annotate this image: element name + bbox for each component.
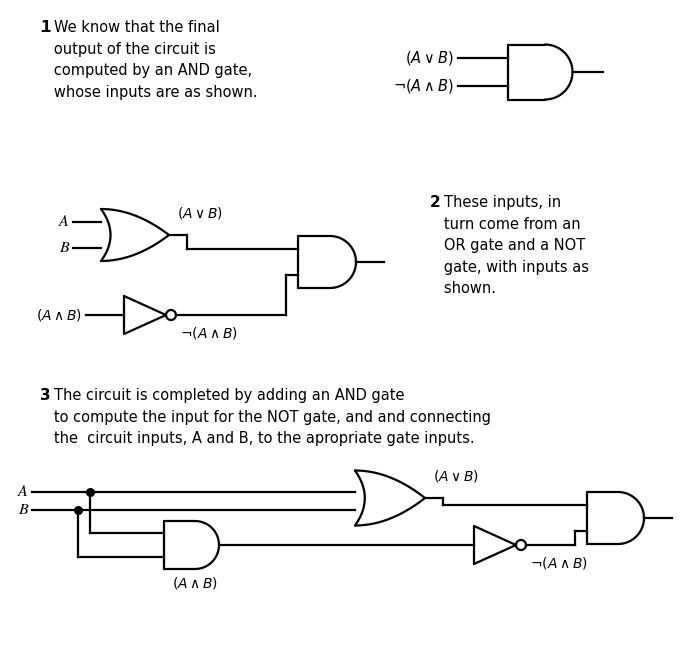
Text: A: A <box>59 215 69 229</box>
Text: .  These inputs, in
   turn come from an
   OR gate and a NOT
   gate, with inpu: . These inputs, in turn come from an OR … <box>430 195 589 297</box>
Text: $(A \vee B)$: $(A \vee B)$ <box>405 49 454 68</box>
Text: B: B <box>59 241 69 255</box>
Text: $(A \vee B)$: $(A \vee B)$ <box>433 468 479 484</box>
Text: $\neg (A \wedge B)$: $\neg (A \wedge B)$ <box>180 325 238 341</box>
Text: B: B <box>18 503 28 517</box>
Text: $(A \wedge B)$: $(A \wedge B)$ <box>172 575 218 591</box>
Text: A: A <box>18 485 28 499</box>
Text: 3: 3 <box>40 388 51 403</box>
Text: $(A \vee B)$: $(A \vee B)$ <box>177 205 223 221</box>
Text: $\neg (A \wedge B)$: $\neg (A \wedge B)$ <box>530 555 588 571</box>
Text: $(A \wedge B)$: $(A \wedge B)$ <box>36 307 82 323</box>
Text: $\neg (A \wedge B)$: $\neg (A \wedge B)$ <box>393 77 454 94</box>
Text: 1: 1 <box>40 20 51 35</box>
Text: 2: 2 <box>430 195 441 210</box>
Text: .  The circuit is completed by adding an AND gate
   to compute the input for th: . The circuit is completed by adding an … <box>40 388 491 446</box>
Text: .  We know that the final
   output of the circuit is
   computed by an AND gate: . We know that the final output of the c… <box>40 20 257 100</box>
